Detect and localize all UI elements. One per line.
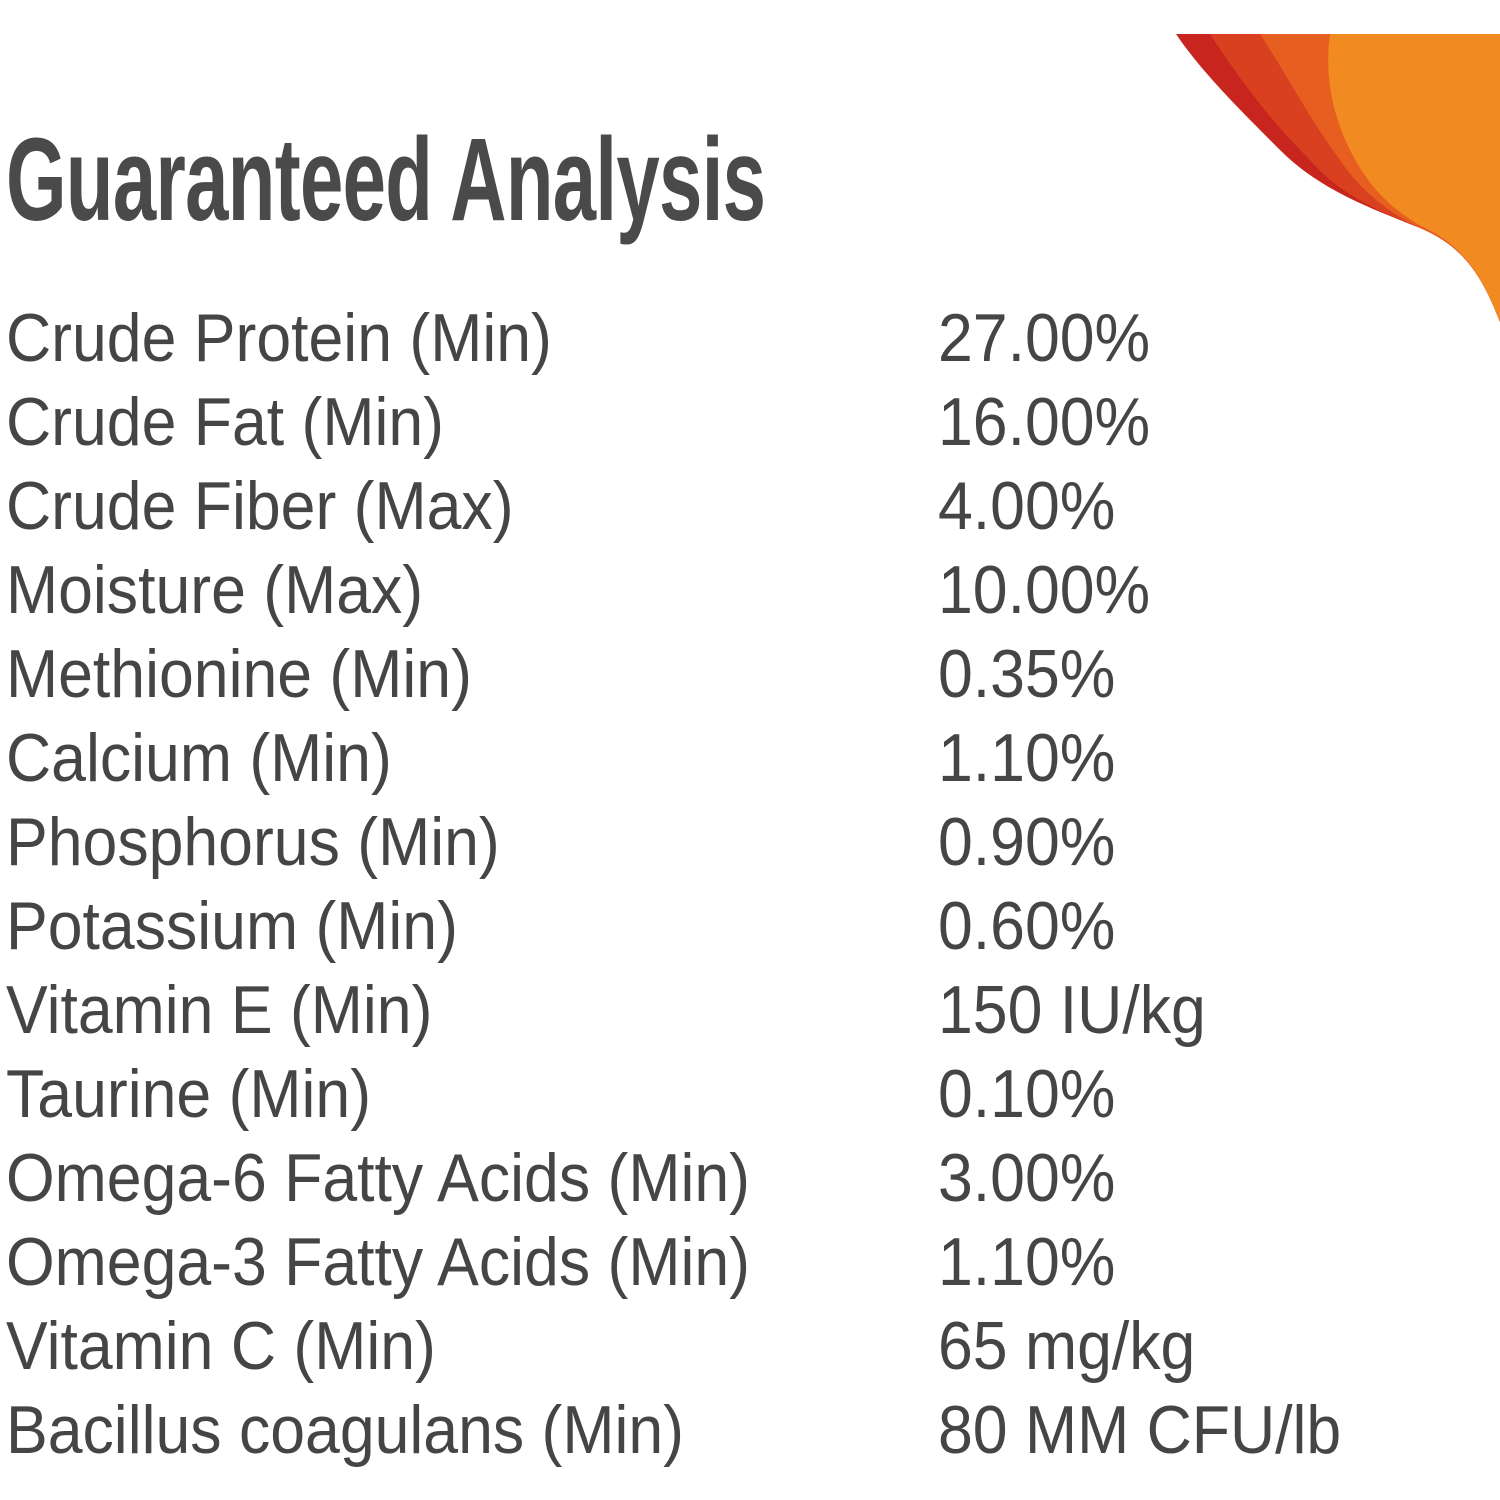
nutrient-value: 80 MM CFU/lb: [938, 1392, 1342, 1468]
nutrient-label: Vitamin E (Min): [6, 972, 433, 1048]
nutrient-value: 150 IU/kg: [938, 972, 1206, 1048]
analysis-row: Vitamin C (Min) 65 mg/kg: [0, 1304, 1500, 1388]
nutrient-label: Omega-3 Fatty Acids (Min): [6, 1224, 750, 1300]
analysis-row: Potassium (Min) 0.60%: [0, 884, 1500, 968]
nutrient-value: 0.35%: [938, 636, 1116, 712]
nutrient-value: 0.90%: [938, 804, 1116, 880]
nutrient-value: 0.10%: [938, 1056, 1116, 1132]
page-title: Guaranteed Analysis: [6, 114, 766, 246]
nutrient-label: Moisture (Max): [6, 552, 424, 628]
nutrient-label: Calcium (Min): [6, 720, 392, 796]
nutrient-label: Methionine (Min): [6, 636, 472, 712]
analysis-row: Vitamin E (Min) 150 IU/kg: [0, 968, 1500, 1052]
nutrient-label: Potassium (Min): [6, 888, 458, 964]
analysis-row: Omega-6 Fatty Acids (Min) 3.00%: [0, 1136, 1500, 1220]
nutrient-value: 10.00%: [938, 552, 1151, 628]
nutrient-label: Omega-6 Fatty Acids (Min): [6, 1140, 750, 1216]
decorative-orange-swoosh: [1176, 34, 1500, 322]
nutrient-label: Phosphorus (Min): [6, 804, 500, 880]
nutrient-label: Taurine (Min): [6, 1056, 372, 1132]
analysis-row: Omega-3 Fatty Acids (Min) 1.10%: [0, 1220, 1500, 1304]
nutrient-value: 4.00%: [938, 468, 1116, 544]
nutrient-label: Crude Protein (Min): [6, 300, 552, 376]
nutrient-value: 27.00%: [938, 300, 1151, 376]
analysis-row: Methionine (Min) 0.35%: [0, 632, 1500, 716]
nutrient-value: 16.00%: [938, 384, 1151, 460]
nutrient-value: 1.10%: [938, 1224, 1116, 1300]
nutrient-value: 3.00%: [938, 1140, 1116, 1216]
nutrient-value: 1.10%: [938, 720, 1116, 796]
nutrient-value: 0.60%: [938, 888, 1116, 964]
nutrient-label: Crude Fat (Min): [6, 384, 445, 460]
analysis-row: Phosphorus (Min) 0.90%: [0, 800, 1500, 884]
analysis-row: Calcium (Min) 1.10%: [0, 716, 1500, 800]
analysis-row: Crude Protein (Min) 27.00%: [0, 296, 1500, 380]
nutrient-label: Bacillus coagulans (Min): [6, 1392, 685, 1468]
nutrient-label: Crude Fiber (Max): [6, 468, 514, 544]
analysis-row: Bacillus coagulans (Min) 80 MM CFU/lb: [0, 1388, 1500, 1472]
analysis-row: Crude Fat (Min) 16.00%: [0, 380, 1500, 464]
nutrient-value: 65 mg/kg: [938, 1308, 1196, 1384]
nutrient-label: Vitamin C (Min): [6, 1308, 436, 1384]
analysis-row: Taurine (Min) 0.10%: [0, 1052, 1500, 1136]
analysis-row: Crude Fiber (Max) 4.00%: [0, 464, 1500, 548]
analysis-row: Moisture (Max) 10.00%: [0, 548, 1500, 632]
analysis-table: Crude Protein (Min) 27.00% Crude Fat (Min)…: [0, 296, 1500, 1472]
